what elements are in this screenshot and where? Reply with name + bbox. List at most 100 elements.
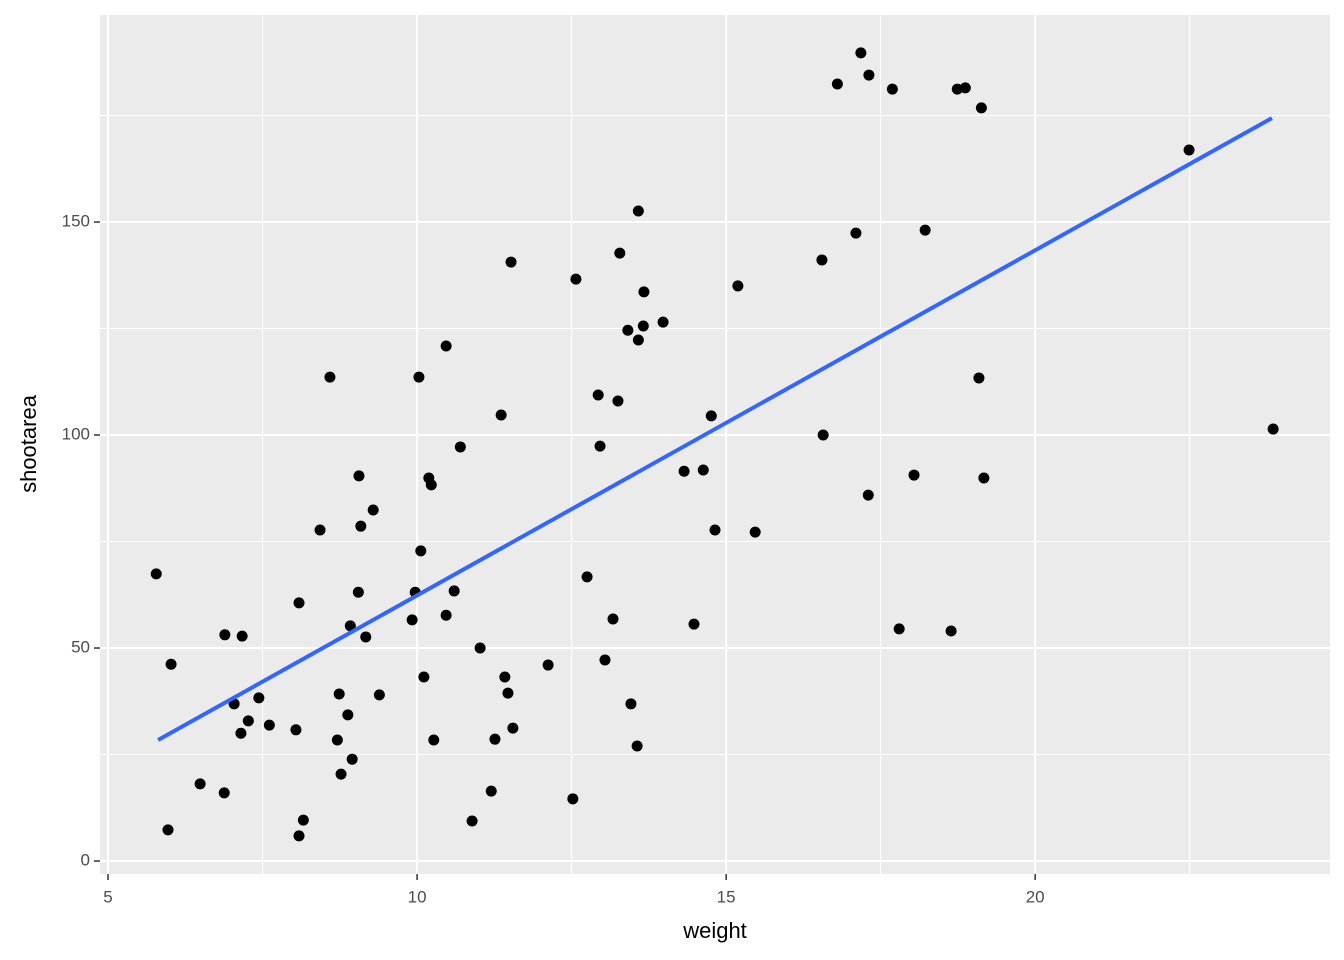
point bbox=[607, 613, 619, 625]
point bbox=[344, 620, 356, 632]
point bbox=[705, 410, 717, 422]
point bbox=[253, 692, 265, 704]
point bbox=[428, 734, 440, 746]
point bbox=[631, 740, 643, 752]
point bbox=[360, 631, 372, 643]
point bbox=[324, 371, 336, 383]
point bbox=[293, 830, 305, 842]
point bbox=[1267, 423, 1279, 435]
point bbox=[678, 465, 690, 477]
point bbox=[418, 671, 430, 683]
point bbox=[622, 324, 634, 336]
point bbox=[505, 256, 517, 268]
point bbox=[816, 254, 828, 266]
point bbox=[489, 733, 501, 745]
point bbox=[355, 520, 367, 532]
point bbox=[194, 778, 206, 790]
point bbox=[862, 489, 874, 501]
point bbox=[592, 389, 604, 401]
point bbox=[637, 320, 649, 332]
y-axis-title: shootarea bbox=[16, 394, 41, 493]
point bbox=[165, 658, 177, 670]
point bbox=[162, 824, 174, 836]
y-tick-label: 0 bbox=[81, 850, 90, 869]
point bbox=[581, 571, 593, 583]
point bbox=[567, 793, 579, 805]
point bbox=[293, 597, 305, 609]
point bbox=[235, 727, 247, 739]
fit-line bbox=[157, 116, 1273, 742]
point bbox=[331, 734, 343, 746]
point bbox=[150, 568, 162, 580]
point bbox=[263, 719, 275, 731]
point bbox=[242, 715, 254, 727]
point bbox=[1183, 144, 1195, 156]
point bbox=[657, 316, 669, 328]
point bbox=[346, 753, 358, 765]
point bbox=[290, 724, 302, 736]
point bbox=[236, 630, 248, 642]
point bbox=[625, 698, 637, 710]
point bbox=[850, 227, 862, 239]
point bbox=[499, 671, 511, 683]
point bbox=[406, 614, 418, 626]
point bbox=[959, 82, 971, 94]
point bbox=[831, 78, 843, 90]
point bbox=[975, 102, 987, 114]
y-tick-label: 100 bbox=[62, 425, 90, 444]
point bbox=[599, 654, 611, 666]
point bbox=[373, 689, 385, 701]
point bbox=[440, 340, 452, 352]
point bbox=[353, 470, 365, 482]
point bbox=[367, 504, 379, 516]
point bbox=[632, 205, 644, 217]
point bbox=[448, 585, 460, 597]
point bbox=[342, 709, 354, 721]
point bbox=[978, 472, 990, 484]
point bbox=[495, 409, 507, 421]
point bbox=[973, 372, 985, 384]
point bbox=[415, 545, 427, 557]
point bbox=[413, 371, 425, 383]
point bbox=[893, 623, 905, 635]
point bbox=[297, 814, 309, 826]
point bbox=[886, 83, 898, 95]
point bbox=[454, 441, 466, 453]
point bbox=[919, 224, 931, 236]
point bbox=[507, 722, 519, 734]
point bbox=[612, 395, 624, 407]
point bbox=[749, 526, 761, 538]
point bbox=[638, 286, 650, 298]
point bbox=[817, 429, 829, 441]
point bbox=[570, 273, 582, 285]
point bbox=[502, 687, 514, 699]
x-tick-label: 20 bbox=[1026, 887, 1045, 906]
point bbox=[352, 586, 364, 598]
point bbox=[688, 618, 700, 630]
point bbox=[466, 815, 478, 827]
point bbox=[594, 440, 606, 452]
point bbox=[218, 787, 230, 799]
point bbox=[485, 785, 497, 797]
point bbox=[908, 469, 920, 481]
point bbox=[425, 479, 437, 491]
point bbox=[632, 334, 644, 346]
point bbox=[697, 464, 709, 476]
point bbox=[440, 609, 452, 621]
point bbox=[474, 642, 486, 654]
point bbox=[945, 625, 957, 637]
point bbox=[709, 524, 721, 536]
point bbox=[863, 69, 875, 81]
panel bbox=[100, 15, 1330, 874]
point bbox=[542, 659, 554, 671]
point bbox=[333, 688, 345, 700]
x-axis-title: weight bbox=[682, 918, 747, 943]
x-tick-label: 15 bbox=[717, 887, 736, 906]
point bbox=[314, 524, 326, 536]
y-tick-label: 50 bbox=[71, 637, 90, 656]
x-tick-label: 10 bbox=[408, 887, 427, 906]
x-tick-label: 5 bbox=[103, 887, 112, 906]
point bbox=[855, 47, 867, 59]
point bbox=[614, 247, 626, 259]
y-tick-label: 150 bbox=[62, 212, 90, 231]
